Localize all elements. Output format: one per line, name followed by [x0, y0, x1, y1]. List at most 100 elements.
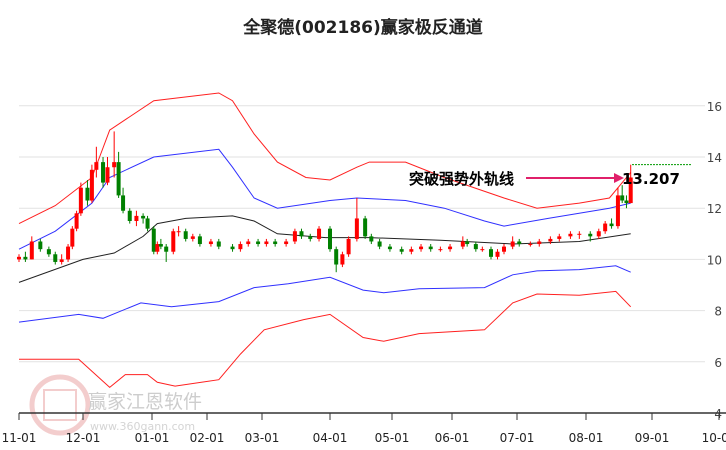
candle: [448, 244, 453, 252]
candle-body: [158, 244, 163, 247]
candle-body: [121, 195, 126, 211]
candle: [568, 231, 573, 239]
candle: [548, 236, 553, 245]
candle: [489, 246, 493, 260]
candle-body: [264, 241, 269, 245]
candle: [151, 226, 156, 255]
candle-body: [74, 213, 79, 229]
candle-body: [334, 249, 339, 265]
y-axis: 4 6 8 10 12 14 16: [707, 100, 722, 421]
annotation-text: 突破强势外轨线: [409, 170, 514, 188]
candle-body: [588, 233, 593, 237]
candle-body: [101, 162, 106, 183]
inner-upper-band-line: [18, 148, 631, 250]
candle: [38, 238, 43, 252]
candle: [230, 244, 235, 252]
candle-body: [577, 233, 582, 235]
candle-body: [171, 231, 176, 252]
x-tick-label: 11-01: [2, 431, 37, 445]
candle: [141, 213, 146, 224]
y-tick-label: 8: [714, 305, 722, 319]
candle: [299, 228, 304, 239]
candle: [246, 238, 251, 247]
x-axis: 11-01 12-01 01-01 02-01 03-01 04-01 05-01 06-01…: [2, 412, 726, 445]
middle-band-line: [18, 215, 631, 283]
candle-body: [292, 231, 297, 242]
candle-body: [495, 251, 500, 257]
candle: [158, 238, 163, 250]
x-tick-label: 09-01: [635, 431, 670, 445]
candle: [134, 210, 139, 227]
candle-body: [548, 238, 553, 242]
candle-body: [151, 228, 156, 252]
candle: [53, 251, 58, 265]
candle-body: [94, 162, 99, 170]
candle-body: [284, 241, 289, 245]
inner-lower-band-line: [18, 265, 631, 323]
candle: [473, 241, 478, 252]
candle: [620, 185, 625, 204]
outer-lower-band-line: [19, 290, 632, 389]
candle-body: [419, 246, 424, 250]
candle-body: [105, 167, 110, 183]
candle-body: [317, 228, 322, 239]
candle: [70, 226, 75, 250]
candle: [480, 246, 485, 252]
candle-body: [603, 223, 608, 232]
candle: [197, 233, 202, 247]
candle: [238, 241, 243, 252]
candle-body: [465, 241, 470, 245]
watermark: 赢家江恩软件 www.360gann.com: [29, 374, 202, 436]
candle-body: [59, 259, 64, 262]
x-tick-label: 08-01: [569, 431, 604, 445]
candle: [438, 246, 443, 252]
candle-body: [340, 254, 345, 265]
candle: [116, 151, 121, 198]
candle-body: [609, 223, 614, 227]
candle-body: [596, 231, 601, 237]
gridlines: [19, 105, 705, 363]
candle-body: [308, 236, 313, 239]
watermark-seal-icon: [29, 374, 91, 436]
candle: [334, 246, 339, 273]
candle-body: [528, 244, 533, 246]
candle: [284, 238, 289, 247]
candle: [577, 231, 582, 239]
candle: [216, 238, 221, 250]
candle-body: [230, 246, 235, 250]
annotation: 突破强势外轨线 13.207: [409, 164, 692, 188]
candle-body: [127, 210, 132, 221]
candle-body: [557, 236, 562, 239]
candle: [399, 246, 404, 255]
candle: [624, 195, 629, 209]
candle: [387, 244, 392, 252]
candle-body: [176, 231, 181, 233]
candle-body: [620, 195, 625, 201]
candle-body: [568, 233, 573, 237]
candle: [377, 238, 382, 250]
candles: [17, 131, 633, 273]
y-tick-label: 16: [707, 100, 722, 114]
candle: [517, 238, 522, 247]
candle-body: [377, 241, 382, 247]
candle: [308, 233, 313, 242]
candle: [465, 238, 470, 247]
candle: [17, 254, 21, 262]
candle: [537, 238, 542, 247]
candle-body: [183, 231, 188, 239]
x-tick-label: 02-01: [190, 431, 225, 445]
candle-body: [460, 241, 465, 247]
candle: [112, 131, 117, 178]
watermark-site: www.360gann.com: [90, 420, 195, 433]
candle-body: [517, 241, 522, 245]
candle: [419, 244, 424, 252]
candle-body: [17, 256, 21, 260]
candle-body: [85, 187, 90, 201]
candle-body: [363, 218, 368, 237]
candle-body: [328, 228, 332, 250]
candle: [495, 249, 500, 260]
candle-body: [354, 218, 359, 239]
candle-body: [273, 241, 278, 245]
candle: [66, 244, 71, 262]
candle-body: [448, 246, 453, 250]
